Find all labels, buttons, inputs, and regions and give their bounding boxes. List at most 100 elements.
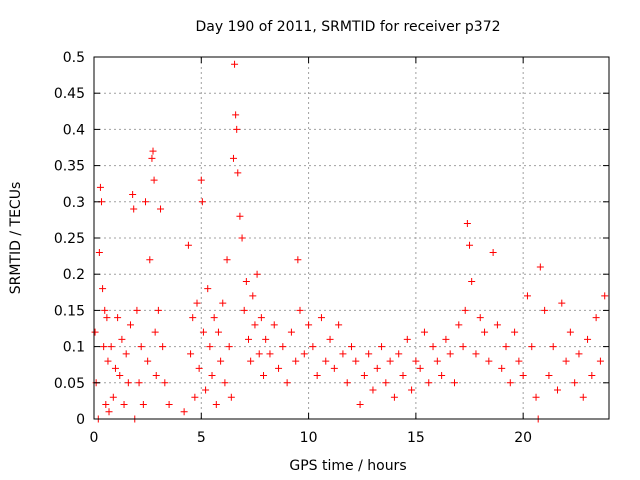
data-point: [195, 364, 203, 372]
y-axis-label: SRMTID / TECUs: [8, 182, 24, 295]
data-point: [571, 379, 579, 387]
data-point: [251, 321, 259, 329]
data-point: [146, 256, 154, 264]
chart-title: Day 190 of 2011, SRMTID for receiver p37…: [195, 19, 500, 35]
data-point: [330, 364, 338, 372]
plot-frame: [93, 56, 610, 420]
data-point: [262, 335, 270, 343]
data-point: [118, 335, 126, 343]
y-tick-label: 0.05: [54, 376, 85, 392]
data-point: [103, 314, 111, 322]
data-point: [137, 343, 145, 351]
data-point: [455, 321, 463, 329]
data-point: [130, 205, 138, 213]
data-point: [236, 212, 244, 220]
data-point: [95, 248, 103, 256]
data-point: [515, 357, 523, 365]
data-point: [292, 357, 300, 365]
data-point: [206, 343, 214, 351]
data-point: [198, 198, 206, 206]
data-point: [382, 379, 390, 387]
data-point: [152, 372, 160, 380]
y-tick-label: 0.25: [54, 231, 85, 247]
data-point: [180, 408, 188, 416]
data-point: [189, 314, 197, 322]
data-point: [326, 335, 334, 343]
data-point: [395, 350, 403, 358]
y-tick-label: 0: [76, 412, 85, 428]
data-point: [545, 372, 553, 380]
data-point: [253, 270, 261, 278]
x-axis-label: GPS time / hours: [289, 458, 406, 474]
data-point: [191, 393, 199, 401]
data-point: [199, 328, 207, 336]
x-tick-label: 10: [300, 430, 318, 446]
data-point: [403, 335, 411, 343]
data-point: [238, 234, 246, 242]
data-point: [139, 401, 147, 409]
data-point: [541, 306, 549, 314]
data-point: [365, 350, 373, 358]
data-point: [592, 314, 600, 322]
data-point: [378, 343, 386, 351]
data-point: [596, 357, 604, 365]
data-point: [588, 372, 596, 380]
data-point: [461, 306, 469, 314]
data-point: [493, 321, 501, 329]
data-point: [575, 350, 583, 358]
x-tick-label: 5: [197, 430, 206, 446]
data-point: [399, 372, 407, 380]
data-point: [204, 285, 212, 293]
y-tick-label: 0.5: [63, 50, 85, 66]
data-point: [212, 401, 220, 409]
data-point: [506, 379, 514, 387]
data-point: [221, 379, 229, 387]
data-point: [229, 154, 237, 162]
data-point: [122, 350, 130, 358]
data-point: [102, 401, 110, 409]
data-point: [144, 357, 152, 365]
y-tick-label: 0.3: [63, 195, 85, 211]
data-point: [309, 343, 317, 351]
data-point: [116, 372, 124, 380]
x-tick-label: 0: [90, 430, 99, 446]
y-tick-label: 0.45: [54, 86, 85, 102]
data-point: [260, 372, 268, 380]
x-tick-label: 15: [407, 430, 425, 446]
data-point: [446, 350, 454, 358]
data-point: [232, 111, 240, 119]
data-point: [369, 386, 377, 394]
data-point: [249, 292, 257, 300]
data-point: [270, 321, 278, 329]
grid-lines: [94, 57, 609, 419]
data-point: [335, 321, 343, 329]
data-point: [412, 357, 420, 365]
data-point: [219, 299, 227, 307]
data-point: [466, 241, 474, 249]
data-point: [438, 372, 446, 380]
data-point: [187, 350, 195, 358]
data-point: [360, 372, 368, 380]
data-point: [101, 306, 109, 314]
data-point: [536, 263, 544, 271]
data-point: [433, 357, 441, 365]
data-point: [296, 306, 304, 314]
data-point: [184, 241, 192, 249]
data-point: [165, 401, 173, 409]
y-tick-label: 0.2: [63, 267, 85, 283]
data-point: [114, 314, 122, 322]
data-point: [451, 379, 458, 387]
data-point: [352, 357, 360, 365]
y-tick-label: 0.1: [63, 340, 85, 356]
data-point: [554, 386, 561, 394]
data-point: [459, 343, 467, 351]
data-point: [523, 292, 531, 300]
data-point: [126, 321, 134, 329]
data-point: [240, 306, 248, 314]
data-point: [202, 386, 210, 394]
data-point: [227, 393, 235, 401]
data-point: [120, 401, 128, 409]
data-point: [476, 314, 484, 322]
data-point: [148, 154, 156, 162]
data-point: [511, 328, 519, 336]
